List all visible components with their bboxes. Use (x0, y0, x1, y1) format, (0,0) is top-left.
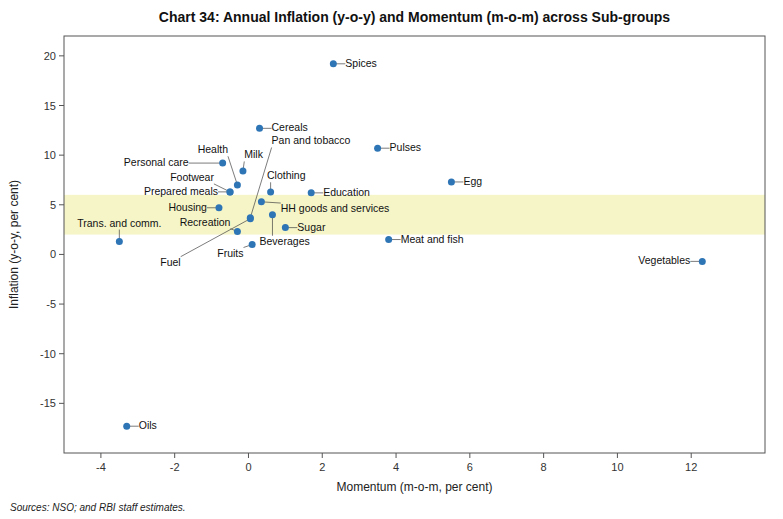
x-tick-label: 4 (393, 461, 399, 473)
point-label: Egg (463, 175, 482, 187)
point-label: Recreation (180, 216, 231, 228)
point-label: Health (198, 143, 229, 155)
point (239, 168, 246, 175)
x-tick-label: 0 (245, 461, 251, 473)
point (249, 241, 256, 248)
x-tick-label: 10 (611, 461, 623, 473)
point-label: Pulses (390, 141, 422, 153)
y-tick (59, 254, 64, 255)
point (116, 238, 123, 245)
y-tick-label: 10 (44, 149, 56, 161)
point-label: Oils (139, 419, 157, 431)
x-tick (396, 453, 397, 458)
title: Chart 34: Annual Inflation (y-o-y) and M… (159, 9, 670, 25)
point (219, 160, 226, 167)
point (448, 178, 455, 185)
point-label: Housing (168, 201, 207, 213)
y-tick-label: 5 (50, 199, 56, 211)
y-tick-label: -5 (46, 298, 56, 310)
point-label: Vegetables (638, 254, 690, 266)
y-tick (59, 55, 64, 56)
x-tick (248, 453, 249, 458)
band-group (64, 195, 765, 235)
y-tick (59, 403, 64, 404)
point-label: Fuel (160, 256, 180, 268)
point (258, 198, 265, 205)
point-label: HH goods and services (281, 202, 390, 214)
labels-group: Spices Cereals Pulses Personal care Milk Egg H… (77, 57, 690, 431)
source-note: Sources: NSO; and RBI staff estimates. (10, 502, 186, 513)
point (385, 236, 392, 243)
point-label: Milk (244, 148, 263, 160)
y-tick-label: 0 (50, 248, 56, 260)
x-tick-label: -4 (96, 461, 106, 473)
point (308, 189, 315, 196)
point (699, 258, 706, 265)
x-tick-label: 6 (467, 461, 473, 473)
x-tick (617, 453, 618, 458)
y-axis-label: Inflation (y-o-y, per cent) (7, 180, 21, 309)
point (267, 188, 274, 195)
x-tick (691, 453, 692, 458)
point (215, 204, 222, 211)
x-tick (322, 453, 323, 458)
point (227, 188, 234, 195)
y-tick-label: 15 (44, 100, 56, 112)
y-tick (59, 304, 64, 305)
y-tick (59, 105, 64, 106)
point (234, 228, 241, 235)
point-label: Education (323, 186, 370, 198)
y-tick-label: -15 (40, 397, 56, 409)
point (282, 224, 289, 231)
leader-line (228, 156, 237, 185)
x-tick (543, 453, 544, 458)
x-tick-label: 2 (319, 461, 325, 473)
point-label: Fruits (217, 247, 243, 259)
points-group (116, 60, 706, 429)
highlight-band (64, 195, 765, 235)
point-label: Footwear (170, 171, 214, 183)
x-tick (469, 453, 470, 458)
point (374, 145, 381, 152)
x-tick-label: -2 (170, 461, 180, 473)
point-label: Spices (345, 57, 377, 69)
point (269, 211, 276, 218)
y-tick-label: 20 (44, 50, 56, 62)
point-label: Meat and fish (401, 233, 464, 245)
point-label: Pan and tobacco (272, 134, 351, 146)
x-tick-label: 12 (685, 461, 697, 473)
x-tick-label: 8 (541, 461, 547, 473)
point-label: Sugar (297, 221, 326, 233)
point-label: Prepared meals (144, 185, 218, 197)
point (247, 214, 254, 221)
point (330, 60, 337, 67)
point (227, 188, 234, 195)
y-tick (59, 204, 64, 205)
point-label: Trans. and comm. (77, 217, 161, 229)
point (123, 423, 130, 430)
leader-lines (119, 64, 702, 426)
point (234, 181, 241, 188)
point-label: Clothing (267, 169, 306, 181)
y-tick (59, 353, 64, 354)
point-label: Beverages (260, 235, 310, 247)
x-tick (174, 453, 175, 458)
leader-line (189, 163, 223, 164)
point (247, 215, 254, 222)
point-label: Personal care (124, 156, 189, 168)
plot-frame (64, 36, 765, 453)
chart: -4 -2 0 2 4 6 8 10 12 -15 -10 -5 0 5 10 15 20 Chart 34: A… (0, 0, 783, 519)
x-tick (100, 453, 101, 458)
x-axis-label: Momentum (m-o-m, per cent) (336, 480, 492, 494)
y-tick (59, 155, 64, 156)
point (256, 125, 263, 132)
point-label: Cereals (272, 121, 308, 133)
y-tick-label: -10 (40, 348, 56, 360)
